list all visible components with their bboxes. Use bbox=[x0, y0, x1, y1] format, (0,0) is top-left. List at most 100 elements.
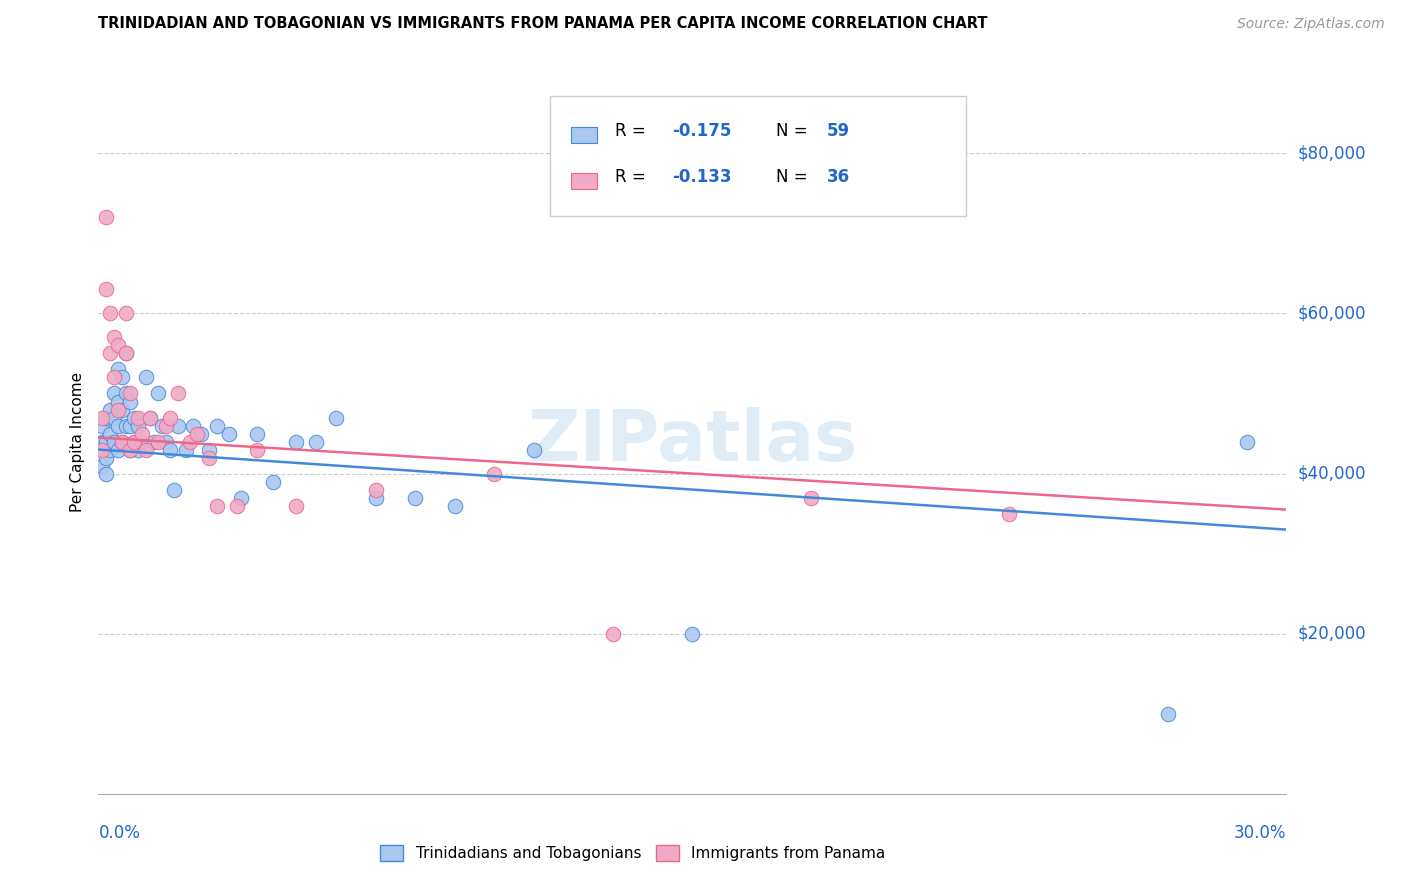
Point bbox=[115, 306, 138, 320]
Point bbox=[174, 442, 197, 457]
Text: 30.0%: 30.0% bbox=[1234, 824, 1286, 842]
Point bbox=[107, 394, 129, 409]
Point bbox=[155, 418, 177, 433]
Point bbox=[120, 442, 142, 457]
Text: -0.175: -0.175 bbox=[672, 122, 731, 140]
Text: 0.0%: 0.0% bbox=[98, 824, 141, 842]
Point bbox=[190, 426, 212, 441]
FancyBboxPatch shape bbox=[571, 173, 598, 188]
Point bbox=[1236, 434, 1258, 449]
Point bbox=[179, 434, 201, 449]
Point bbox=[198, 450, 221, 465]
Point bbox=[183, 418, 205, 433]
Point bbox=[107, 362, 129, 376]
Point bbox=[166, 418, 188, 433]
Point bbox=[146, 386, 169, 401]
Point bbox=[139, 410, 162, 425]
Point bbox=[115, 346, 138, 360]
Point bbox=[120, 386, 142, 401]
Point bbox=[135, 370, 157, 384]
Text: N =: N = bbox=[776, 169, 813, 186]
Point bbox=[115, 386, 138, 401]
Point bbox=[131, 426, 153, 441]
Text: R =: R = bbox=[616, 169, 651, 186]
Point bbox=[115, 418, 138, 433]
Point bbox=[131, 434, 153, 449]
Point bbox=[681, 626, 703, 640]
Point bbox=[246, 426, 269, 441]
Point bbox=[91, 434, 114, 449]
Point bbox=[444, 499, 467, 513]
Point bbox=[800, 491, 823, 505]
Point bbox=[122, 410, 145, 425]
Point bbox=[98, 346, 121, 360]
Point bbox=[364, 483, 387, 497]
Point bbox=[523, 442, 546, 457]
Point bbox=[159, 410, 181, 425]
Point bbox=[103, 434, 125, 449]
Text: Source: ZipAtlas.com: Source: ZipAtlas.com bbox=[1237, 17, 1385, 31]
Point bbox=[262, 475, 284, 489]
FancyBboxPatch shape bbox=[550, 96, 966, 216]
Point bbox=[91, 418, 114, 433]
Point bbox=[96, 467, 118, 481]
Point bbox=[159, 442, 181, 457]
Point bbox=[146, 434, 169, 449]
Point bbox=[103, 386, 125, 401]
Point bbox=[198, 442, 221, 457]
Text: ZIPatlas: ZIPatlas bbox=[527, 407, 858, 476]
Point bbox=[205, 418, 228, 433]
Point bbox=[122, 434, 145, 449]
Point bbox=[150, 418, 173, 433]
Point bbox=[364, 491, 387, 505]
Point bbox=[111, 402, 134, 417]
Point bbox=[602, 626, 624, 640]
Point bbox=[111, 370, 134, 384]
Text: -0.133: -0.133 bbox=[672, 169, 731, 186]
Point bbox=[166, 386, 188, 401]
Point bbox=[103, 370, 125, 384]
Point bbox=[122, 434, 145, 449]
Y-axis label: Per Capita Income: Per Capita Income bbox=[70, 371, 86, 512]
Point bbox=[285, 434, 308, 449]
Point bbox=[103, 410, 125, 425]
Point bbox=[142, 434, 165, 449]
Point bbox=[96, 434, 118, 449]
Text: $80,000: $80,000 bbox=[1298, 145, 1367, 162]
Point bbox=[111, 434, 134, 449]
Point bbox=[127, 410, 149, 425]
Point bbox=[107, 418, 129, 433]
Point bbox=[91, 410, 114, 425]
Point bbox=[98, 306, 121, 320]
FancyBboxPatch shape bbox=[571, 128, 598, 143]
Text: R =: R = bbox=[616, 122, 651, 140]
Point bbox=[305, 434, 328, 449]
Point bbox=[205, 499, 228, 513]
Point bbox=[91, 458, 114, 473]
Point bbox=[115, 346, 138, 360]
Point bbox=[111, 434, 134, 449]
Point bbox=[218, 426, 240, 441]
Point bbox=[98, 426, 121, 441]
Point bbox=[163, 483, 186, 497]
Text: N =: N = bbox=[776, 122, 813, 140]
Text: $20,000: $20,000 bbox=[1298, 624, 1367, 643]
Point bbox=[186, 426, 208, 441]
Point bbox=[107, 402, 129, 417]
Point bbox=[135, 442, 157, 457]
Point bbox=[127, 442, 149, 457]
Point bbox=[96, 211, 118, 225]
Point bbox=[91, 442, 114, 457]
Text: 59: 59 bbox=[827, 122, 849, 140]
Point bbox=[404, 491, 426, 505]
Point bbox=[226, 499, 249, 513]
Point bbox=[155, 434, 177, 449]
Point bbox=[96, 282, 118, 296]
Point bbox=[1156, 706, 1178, 721]
Point bbox=[98, 442, 121, 457]
Point bbox=[98, 402, 121, 417]
Text: TRINIDADIAN AND TOBAGONIAN VS IMMIGRANTS FROM PANAMA PER CAPITA INCOME CORRELATI: TRINIDADIAN AND TOBAGONIAN VS IMMIGRANTS… bbox=[98, 16, 988, 31]
Point bbox=[120, 418, 142, 433]
Point bbox=[484, 467, 506, 481]
Point bbox=[96, 410, 118, 425]
